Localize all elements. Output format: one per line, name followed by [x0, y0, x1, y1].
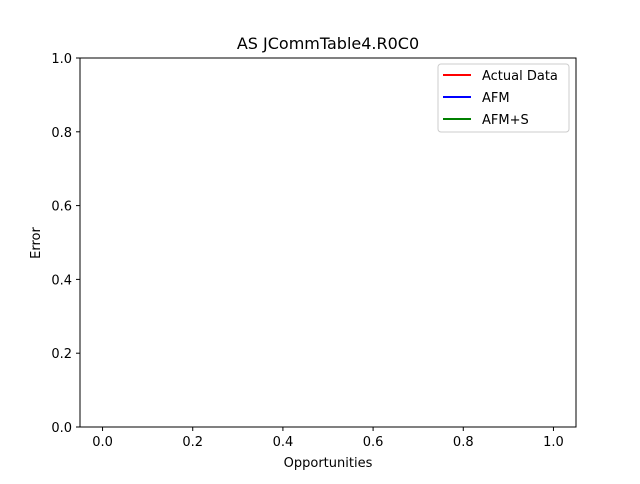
- x-axis-ticks: 0.0 0.2 0.4 0.6 0.8 1.0: [92, 427, 564, 450]
- y-axis-ticks: 0.0 0.2 0.4 0.6 0.8 1.0: [51, 52, 80, 436]
- y-tick-label: 0.6: [51, 200, 72, 215]
- x-tick-label: 0.4: [273, 435, 294, 450]
- y-tick-label: 0.8: [51, 126, 72, 141]
- y-axis-label: Error: [29, 227, 44, 259]
- y-tick-label: 0.0: [51, 421, 72, 436]
- chart-title: AS JCommTable4.R0C0: [237, 34, 419, 53]
- x-tick-label: 1.0: [543, 435, 564, 450]
- x-tick-label: 0.6: [363, 435, 384, 450]
- y-tick-label: 1.0: [51, 52, 72, 67]
- x-tick-label: 0.2: [182, 435, 203, 450]
- x-axis-label: Opportunities: [284, 456, 373, 471]
- legend-box: [437, 63, 570, 133]
- legend-label: AFM+S: [482, 113, 529, 128]
- legend-label: AFM: [482, 91, 510, 106]
- x-tick-label: 0.8: [453, 435, 474, 450]
- plot-frame: [79, 57, 577, 428]
- y-tick-label: 0.4: [51, 273, 72, 288]
- legend-label: Actual Data: [482, 69, 558, 84]
- x-tick-label: 0.0: [92, 435, 113, 450]
- legend: Actual Data AFM AFM+S: [437, 63, 570, 133]
- y-tick-label: 0.2: [51, 347, 72, 362]
